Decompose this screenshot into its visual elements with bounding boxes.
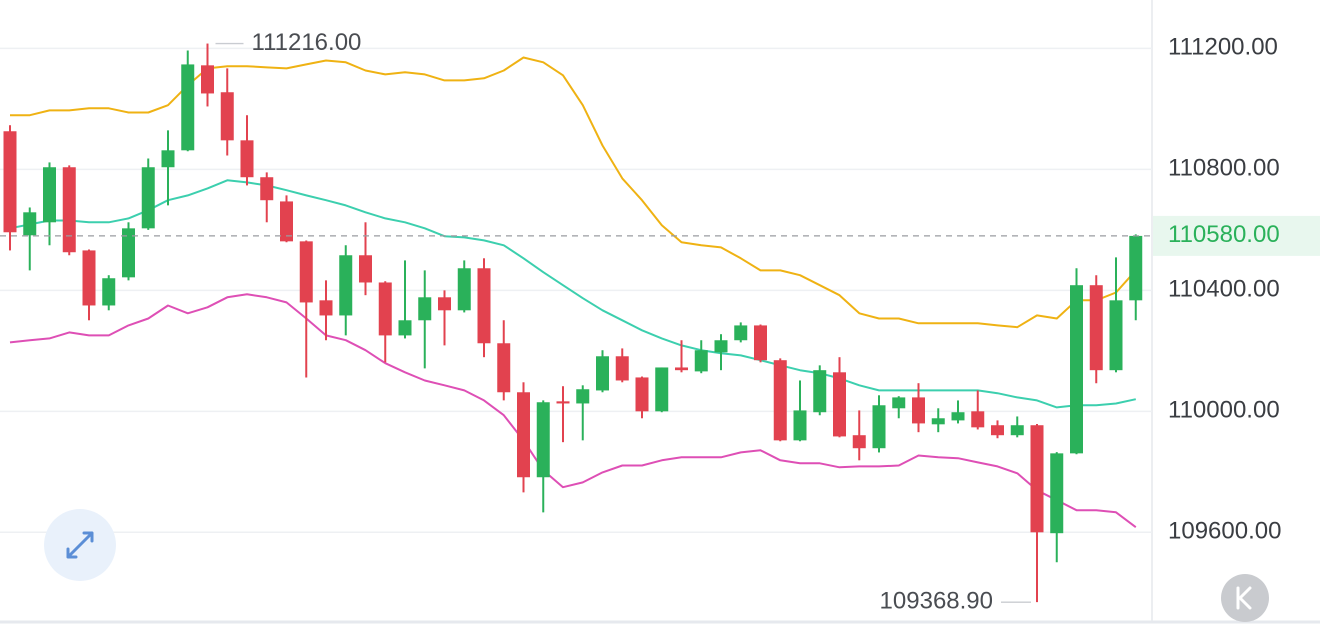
candle-body	[536, 402, 550, 478]
last-price-label: 110580.00	[1168, 221, 1280, 248]
candle-body	[43, 167, 56, 223]
candle-body	[991, 425, 1004, 436]
annotation-label: 109368.90	[880, 588, 993, 615]
candle-body	[398, 320, 412, 336]
bands	[9, 56, 1137, 528]
candle-body	[122, 228, 135, 278]
candle-body	[813, 370, 827, 413]
candle-body	[299, 241, 313, 303]
candle-body	[971, 411, 985, 428]
candle-body	[655, 367, 669, 412]
candle-body	[1030, 425, 1044, 533]
candle-body	[931, 418, 945, 425]
candle-body	[912, 397, 925, 424]
band-line	[9, 179, 1137, 409]
candle-body	[280, 201, 293, 242]
candle-body	[1070, 285, 1083, 454]
candle-body	[892, 397, 906, 409]
candle-body	[23, 212, 37, 236]
candle-body	[852, 435, 866, 449]
candle-body	[1109, 300, 1123, 371]
candle-body	[596, 356, 609, 391]
k-line-button[interactable]	[1221, 574, 1269, 622]
candle-body	[181, 64, 195, 151]
overlay: 109600.00 110000.00 110400.00 110800.00 1112…	[0, 29, 1320, 615]
candle-body	[141, 167, 155, 229]
candle-body	[517, 392, 530, 478]
candle-body	[576, 389, 590, 404]
y-tick-label: 109600.00	[1168, 518, 1281, 545]
candle-body	[62, 167, 76, 253]
grid	[0, 47, 1152, 534]
candle-body	[438, 297, 451, 311]
candle-body	[615, 356, 629, 381]
candle-body	[319, 300, 333, 316]
band-line	[10, 56, 1137, 329]
candle-body	[734, 325, 748, 341]
y-tick-label: 111200.00	[1168, 34, 1278, 61]
candle-body	[339, 255, 353, 316]
candle-body	[418, 297, 432, 321]
annotation-label: 111216.00	[252, 29, 362, 56]
y-tick-label: 110000.00	[1168, 397, 1280, 424]
candle-body	[477, 268, 491, 344]
candle-body	[3, 131, 17, 233]
last-price-badge	[1153, 215, 1320, 256]
candle-body	[102, 278, 116, 306]
candle-body	[497, 343, 511, 393]
candle-body	[714, 340, 728, 353]
candles	[3, 43, 1143, 603]
candle-body	[1129, 235, 1143, 301]
y-tick-label: 110400.00	[1168, 276, 1280, 303]
candle-body	[161, 150, 175, 168]
candle-body	[675, 367, 688, 371]
candle-body	[754, 325, 767, 361]
candle-body	[556, 401, 570, 404]
candle-body	[951, 412, 965, 421]
candle-body	[220, 92, 234, 141]
candle-body	[82, 250, 96, 306]
y-tick-label: 110800.00	[1168, 155, 1280, 182]
candle-body	[1010, 425, 1024, 436]
candle-body	[872, 405, 886, 449]
expand-button[interactable]	[44, 509, 116, 581]
candle-body	[260, 177, 274, 201]
candle-body	[694, 350, 708, 372]
candle-body	[773, 360, 787, 441]
candle-body	[635, 377, 649, 412]
candle-body	[1050, 453, 1064, 534]
candle-body	[359, 255, 372, 283]
band-line	[9, 293, 1137, 528]
candle-body	[793, 410, 807, 441]
candle-body	[201, 65, 214, 94]
candle-body	[457, 268, 471, 311]
candle-body	[240, 140, 254, 178]
candle-body	[1089, 285, 1103, 371]
candle-body	[833, 372, 846, 437]
candle-body	[378, 282, 392, 336]
